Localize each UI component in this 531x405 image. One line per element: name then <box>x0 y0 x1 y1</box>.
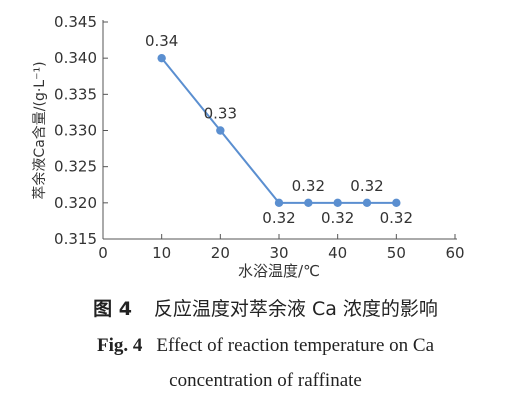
data-label: 0.33 <box>204 105 237 123</box>
data-label: 0.32 <box>350 177 383 195</box>
data-point <box>333 198 342 208</box>
data-point <box>392 198 401 208</box>
data-label: 0.32 <box>321 209 354 227</box>
data-label: 0.32 <box>262 209 295 227</box>
x-tick-label: 60 <box>445 244 464 262</box>
y-tick-label: 0.330 <box>54 122 97 140</box>
y-tick-label: 0.325 <box>54 158 97 176</box>
plot-area: 0.34 0.33 0.32 0.32 0.32 0.32 0.32 <box>145 32 413 227</box>
caption-english-line2: concentration of raffinate <box>169 370 362 391</box>
caption-en-label: Fig. 4 <box>96 335 143 356</box>
x-tick-label: 20 <box>211 244 230 262</box>
data-point <box>216 126 225 135</box>
caption-cn-text: 反应温度对萃余液 Ca 浓度的影响 <box>153 298 438 320</box>
x-tick-label: 50 <box>387 244 406 262</box>
caption-english-line1: Fig. 4 Effect of reaction temperature on … <box>0 335 531 357</box>
data-point <box>157 53 166 63</box>
y-tick-label: 0.345 <box>54 13 97 31</box>
y-tick-label: 0.335 <box>54 85 97 103</box>
y-tick-label: 0.320 <box>54 194 97 212</box>
data-label: 0.32 <box>380 209 413 227</box>
y-axis-title: 萃余液Ca含量/(g·L⁻¹) <box>31 61 48 199</box>
data-label: 0.32 <box>292 177 325 195</box>
x-tick-label: 0 <box>98 244 108 262</box>
y-tick-label: 0.340 <box>54 49 97 67</box>
data-point <box>274 198 284 208</box>
x-tick-label: 40 <box>328 244 347 262</box>
caption-chinese: 图 4 反应温度对萃余液 Ca 浓度的影响 <box>0 294 531 321</box>
x-tick-label: 30 <box>269 244 288 262</box>
x-axis-title: 水浴温度/℃ <box>238 262 320 280</box>
data-point <box>362 198 372 208</box>
y-tick-label: 0.315 <box>54 230 97 248</box>
data-point <box>304 198 313 208</box>
data-label: 0.34 <box>145 32 178 50</box>
caption-cn-label: 图 4 <box>93 298 132 320</box>
x-tick-label: 10 <box>152 244 171 262</box>
caption-en-text-1: Effect of reaction temperature on Ca <box>156 335 435 356</box>
